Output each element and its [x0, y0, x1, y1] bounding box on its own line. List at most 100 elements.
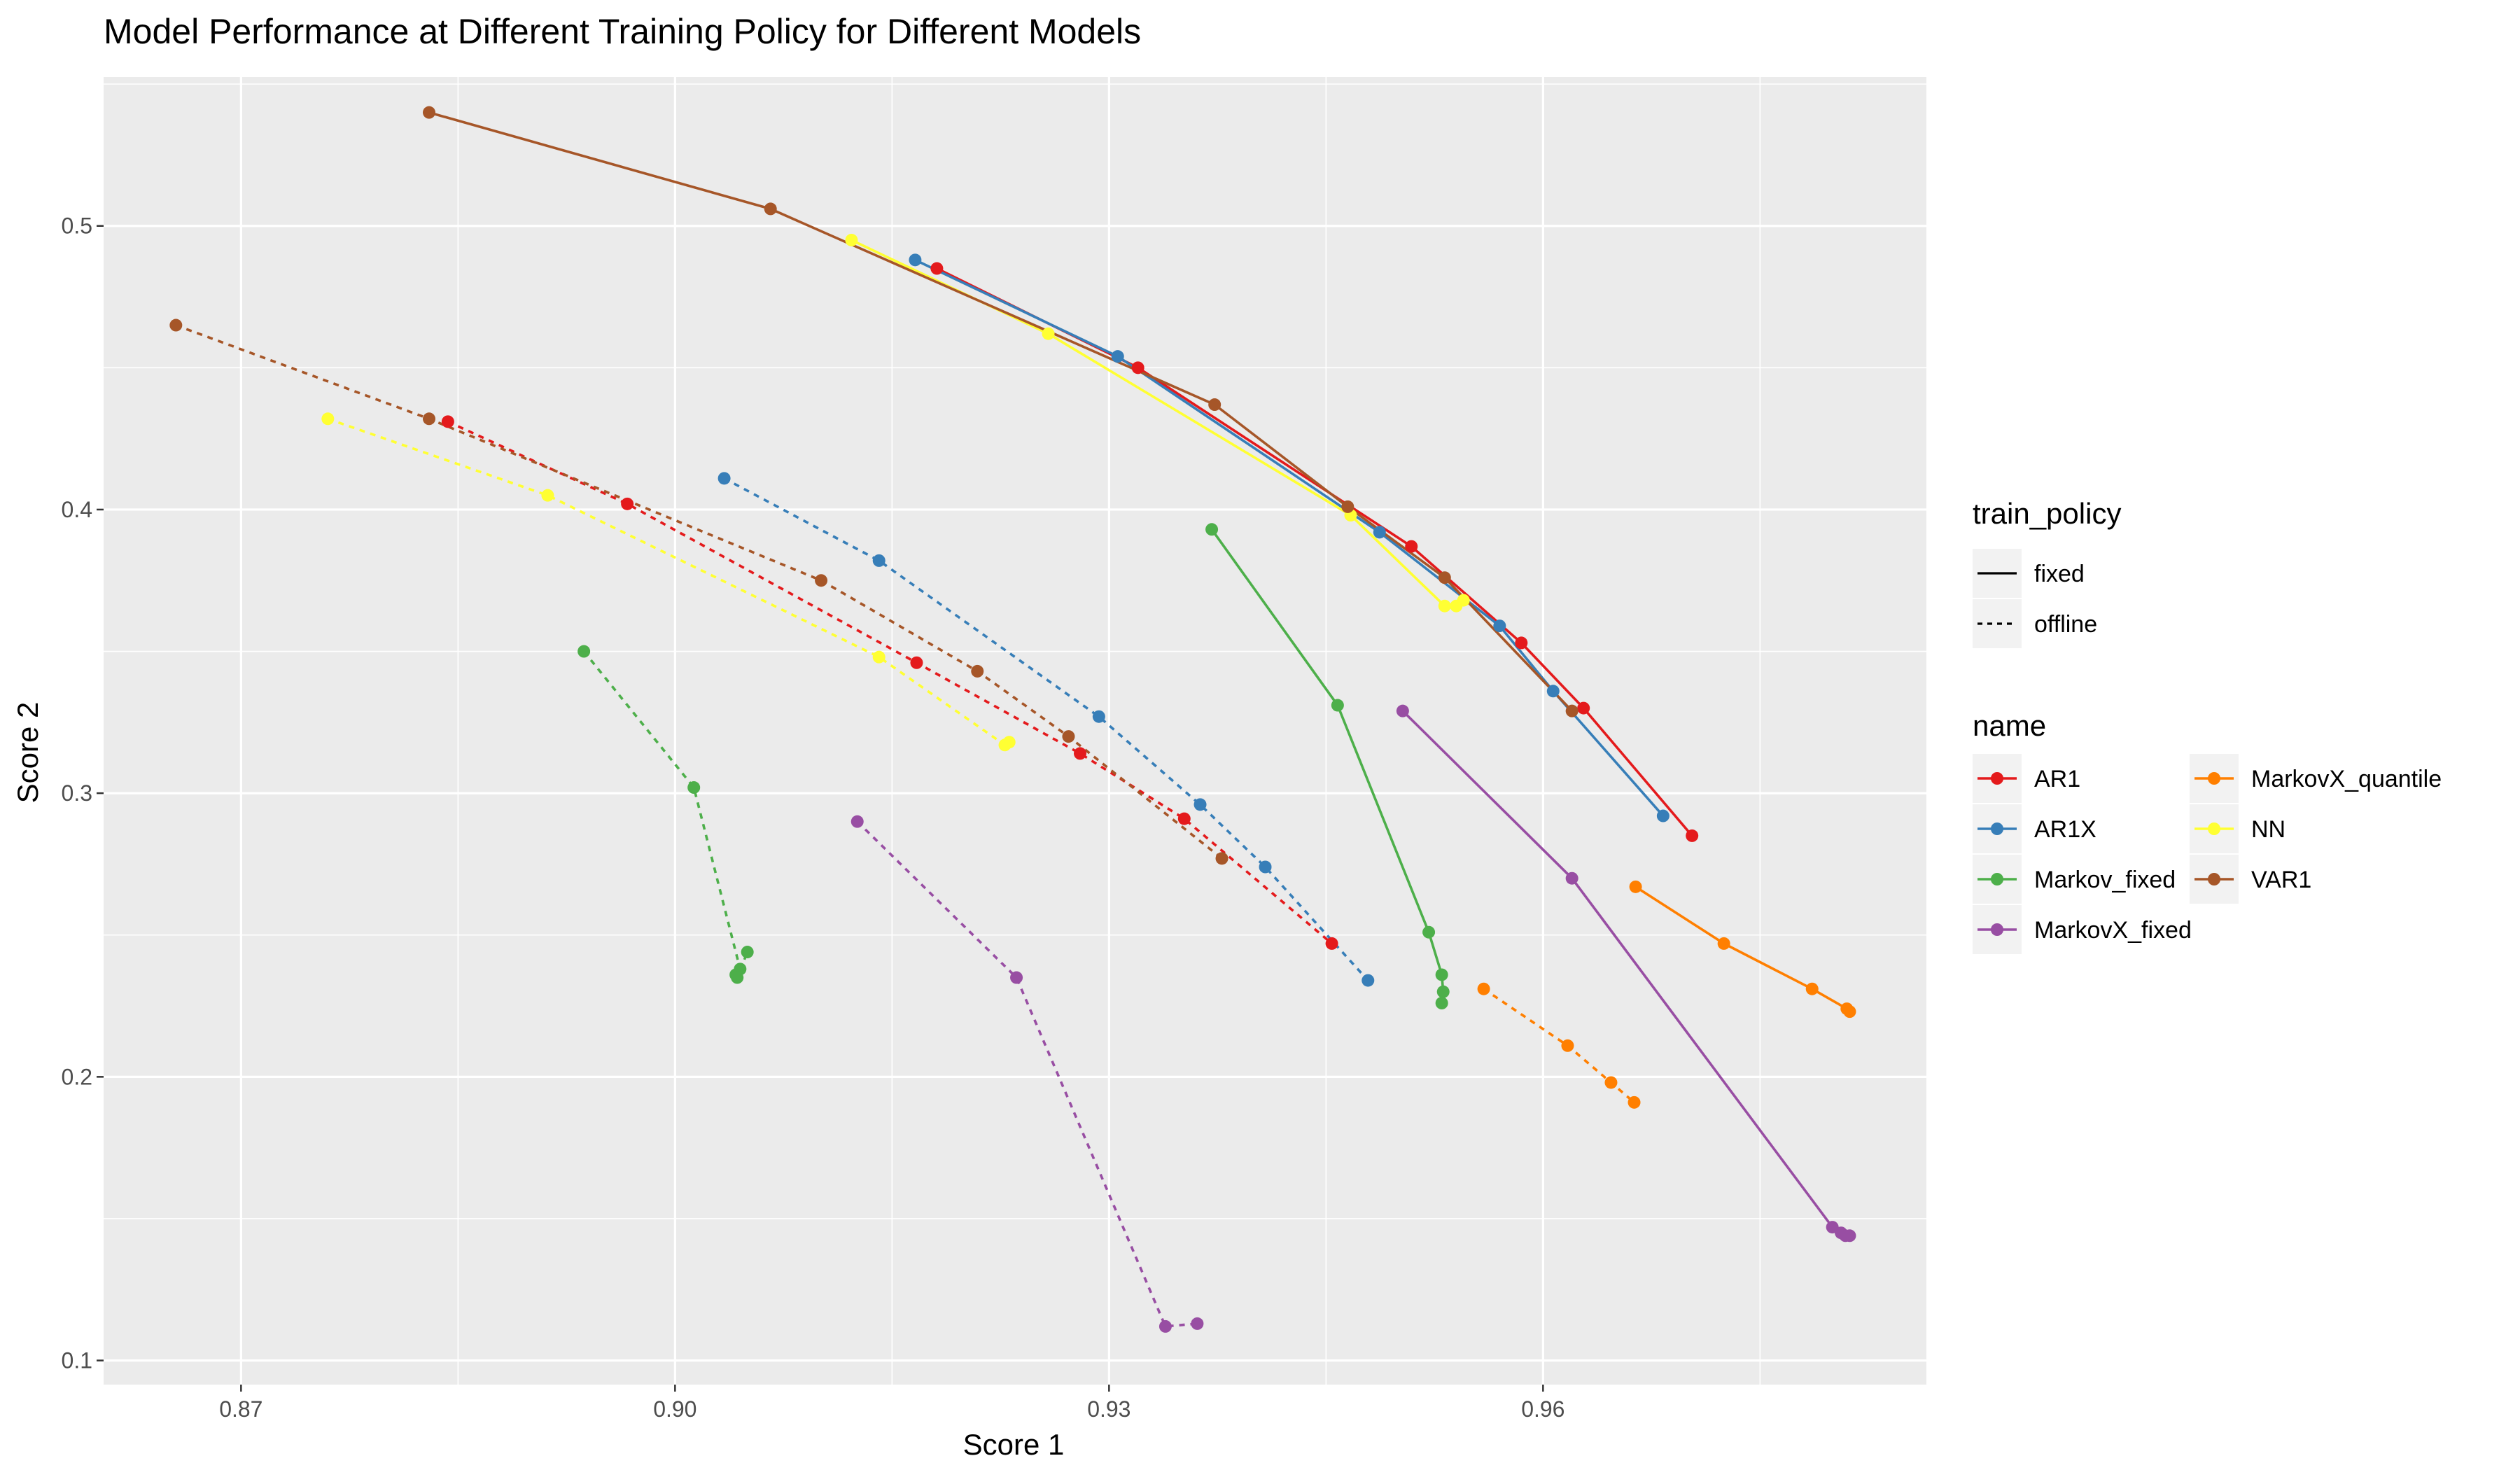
legend-point-ar1x	[1991, 822, 2003, 835]
data-point-ar1x-fixed	[1493, 620, 1506, 633]
series-line-ar1-offline	[447, 420, 1333, 945]
legend-title-name: name	[1973, 709, 2046, 742]
legend-point-var1	[2208, 873, 2220, 886]
data-point-ar1x-offline	[1194, 798, 1207, 811]
data-point-var1-fixed	[1438, 571, 1451, 584]
legend-label-markovx-quantile: MarkovX_quantile	[2251, 766, 2442, 792]
data-point-markov-fixed-fixed	[1422, 925, 1436, 939]
data-point-nn-fixed	[845, 233, 858, 246]
data-point-ar1x-fixed	[1111, 350, 1124, 363]
data-point-var1-fixed	[764, 202, 777, 216]
y-tick-label: 0.3	[62, 780, 92, 806]
legend-label-ar1x: AR1X	[2034, 816, 2096, 843]
data-point-ar1x-fixed	[909, 253, 922, 267]
series-line-ar1x-offline	[723, 477, 1369, 981]
data-point-ar1x-fixed	[1656, 809, 1670, 822]
plot-background	[104, 77, 1926, 1385]
data-point-ar1-fixed	[1686, 829, 1699, 842]
data-point-nn-fixed	[1457, 594, 1470, 607]
data-point-ar1x-offline	[1092, 710, 1105, 723]
data-point-var1-offline	[169, 318, 183, 332]
data-point-markov-fixed-offline	[687, 781, 701, 794]
legend-label-fixed: fixed	[2034, 561, 2085, 587]
data-point-markovx-quantile-fixed	[1629, 880, 1642, 893]
legend-label-nn: NN	[2251, 816, 2286, 843]
data-point-var1-offline	[1215, 852, 1228, 865]
data-point-nn-fixed	[1438, 599, 1451, 612]
data-point-markov-fixed-fixed	[1435, 996, 1448, 1009]
data-point-ar1-fixed	[1405, 540, 1418, 553]
data-point-markovx-quantile-offline	[1561, 1039, 1574, 1052]
data-point-nn-offline	[541, 489, 554, 502]
data-point-markov-fixed-fixed	[1436, 985, 1450, 998]
data-point-markovx-fixed-offline	[1010, 971, 1023, 984]
data-point-ar1-fixed	[1577, 701, 1590, 715]
data-point-nn-fixed	[1042, 327, 1055, 340]
data-point-markovx-quantile-fixed	[1843, 1005, 1856, 1018]
plot-area: 0.87 0.90 0.93 0.96 0.1 0.2 0.3 0.4 0.5	[62, 77, 1926, 1422]
data-point-markovx-quantile-fixed	[1805, 982, 1819, 995]
series-line-markovx-quantile-offline	[1483, 988, 1635, 1104]
data-point-markov-fixed-offline	[578, 645, 591, 658]
data-point-ar1-offline	[1074, 747, 1086, 760]
series-line-var1-offline	[175, 323, 1223, 860]
data-point-markovx-fixed-offline	[1191, 1317, 1204, 1330]
data-point-var1-fixed	[1565, 704, 1578, 718]
series-line-markov-fixed-offline	[582, 650, 749, 979]
data-point-markov-fixed-offline	[741, 946, 754, 959]
legend-label-var1: VAR1	[2251, 867, 2311, 893]
data-point-ar1-fixed	[930, 262, 944, 275]
data-point-nn-offline	[321, 412, 335, 426]
data-point-markovx-fixed-fixed	[1565, 872, 1578, 885]
x-tick-label: 0.93	[1087, 1396, 1130, 1422]
legend-point-markovx-fixed	[1991, 923, 2003, 936]
data-point-markovx-fixed-fixed	[1396, 704, 1409, 718]
data-point-markov-fixed-fixed	[1205, 523, 1219, 536]
legend-title-train-policy: train_policy	[1973, 497, 2121, 530]
data-point-markovx-fixed-offline	[1158, 1320, 1172, 1333]
data-point-nn-offline	[1002, 736, 1016, 749]
data-point-ar1x-fixed	[1546, 685, 1560, 698]
y-tick-label: 0.5	[62, 214, 92, 239]
y-tick-label: 0.2	[62, 1064, 92, 1089]
data-point-ar1x-fixed	[1373, 526, 1386, 539]
data-point-ar1x-offline	[872, 554, 886, 567]
data-point-ar1-fixed	[1515, 636, 1528, 650]
y-tick-label: 0.1	[62, 1348, 92, 1373]
data-point-var1-fixed	[423, 106, 435, 119]
data-point-ar1x-offline	[718, 472, 731, 485]
y-tick-label: 0.4	[62, 497, 92, 522]
data-point-nn-offline	[872, 650, 886, 664]
x-tick-label: 0.96	[1521, 1396, 1564, 1422]
data-point-markovx-quantile-offline	[1477, 982, 1490, 995]
data-point-var1-offline	[1062, 730, 1075, 743]
data-point-ar1-fixed	[1131, 361, 1144, 374]
data-point-markovx-fixed-offline	[850, 815, 864, 828]
legend-point-nn	[2208, 822, 2220, 835]
data-point-markovx-fixed-fixed	[1843, 1229, 1856, 1242]
legend-point-ar1	[1991, 772, 2003, 785]
legend-point-markovx-quantile	[2208, 772, 2220, 785]
y-axis-title: Score 2	[11, 702, 44, 804]
data-point-markovx-quantile-offline	[1604, 1076, 1618, 1089]
data-point-var1-offline	[815, 574, 828, 587]
data-point-ar1x-offline	[1362, 974, 1375, 987]
data-point-markovx-quantile-fixed	[1717, 937, 1730, 950]
x-tick-label: 0.87	[219, 1396, 262, 1422]
data-point-ar1-offline	[621, 497, 634, 510]
data-point-ar1-offline	[1325, 937, 1338, 950]
x-tick-label: 0.90	[653, 1396, 696, 1422]
legend-label-markov-fixed: Markov_fixed	[2034, 867, 2176, 893]
legend-label-ar1: AR1	[2034, 766, 2080, 792]
data-point-ar1x-offline	[1259, 860, 1272, 874]
chart-title: Model Performance at Different Training …	[104, 12, 1141, 51]
data-point-var1-offline	[423, 412, 435, 426]
data-point-ar1-offline	[910, 656, 923, 669]
data-point-ar1-offline	[1177, 812, 1191, 825]
data-point-var1-fixed	[1208, 398, 1222, 412]
series-line-markovx-fixed-offline	[856, 820, 1198, 1328]
data-point-var1-fixed	[1341, 500, 1354, 513]
data-point-markovx-quantile-offline	[1628, 1096, 1641, 1109]
